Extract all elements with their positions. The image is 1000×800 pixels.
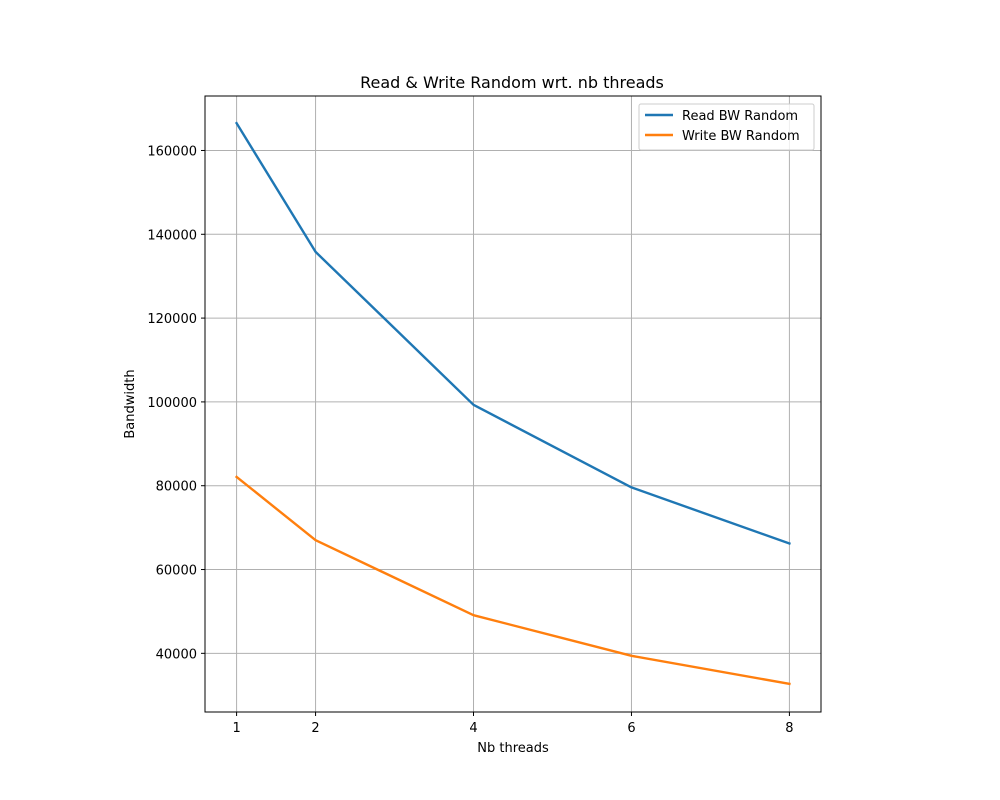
y-tick-label: 100000 bbox=[147, 396, 197, 411]
x-tick-label: 1 bbox=[232, 721, 240, 736]
legend: Read BW Random Write BW Random bbox=[638, 103, 815, 151]
x-tick-label: 4 bbox=[469, 721, 477, 736]
x-tick-label: 2 bbox=[311, 721, 319, 736]
y-tick-label: 160000 bbox=[147, 144, 197, 159]
grid bbox=[205, 96, 821, 712]
y-tick-label: 40000 bbox=[156, 647, 197, 662]
y-tick-label: 60000 bbox=[156, 564, 197, 579]
y-tick-label: 140000 bbox=[147, 228, 197, 243]
series-lines bbox=[234, 121, 791, 686]
x-tick-label: 8 bbox=[785, 721, 793, 736]
legend-label-write: Write BW Random bbox=[682, 129, 800, 144]
series-line-read bbox=[234, 121, 791, 546]
x-axis-label: Nb threads bbox=[477, 741, 549, 756]
y-tick-label: 120000 bbox=[147, 312, 197, 327]
chart-title: Read & Write Random wrt. nb threads bbox=[360, 73, 664, 92]
axis-ticks: 1 2 4 6 8 40000 60000 80000 100000 120000 140000 16… bbox=[147, 144, 793, 736]
plot-area-frame bbox=[204, 95, 822, 713]
legend-label-read: Read BW Random bbox=[682, 109, 798, 124]
y-axis-label: Bandwidth bbox=[123, 369, 138, 438]
x-tick-label: 6 bbox=[627, 721, 635, 736]
series-line-write bbox=[234, 475, 791, 686]
legend-box bbox=[638, 103, 815, 151]
y-tick-label: 80000 bbox=[156, 480, 197, 495]
